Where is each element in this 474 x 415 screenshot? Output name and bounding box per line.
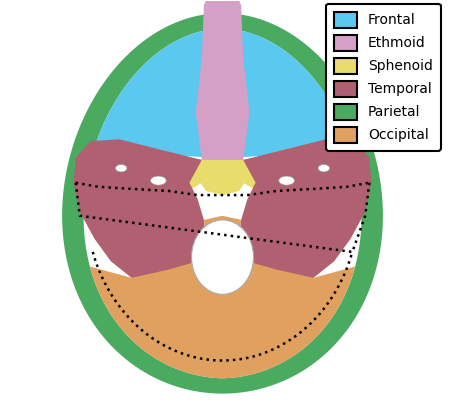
Legend: Frontal, Ethmoid, Sphenoid, Temporal, Parietal, Occipital: Frontal, Ethmoid, Sphenoid, Temporal, Pa… <box>326 3 441 151</box>
Polygon shape <box>93 29 351 166</box>
Polygon shape <box>78 142 367 208</box>
Ellipse shape <box>279 176 294 185</box>
Polygon shape <box>198 160 247 195</box>
Polygon shape <box>196 0 249 160</box>
Ellipse shape <box>151 176 166 185</box>
Ellipse shape <box>191 220 254 294</box>
Ellipse shape <box>318 164 329 172</box>
Ellipse shape <box>115 164 127 172</box>
Polygon shape <box>73 139 206 282</box>
Polygon shape <box>67 17 378 390</box>
Polygon shape <box>90 216 355 378</box>
Polygon shape <box>239 139 372 282</box>
Polygon shape <box>62 13 383 393</box>
